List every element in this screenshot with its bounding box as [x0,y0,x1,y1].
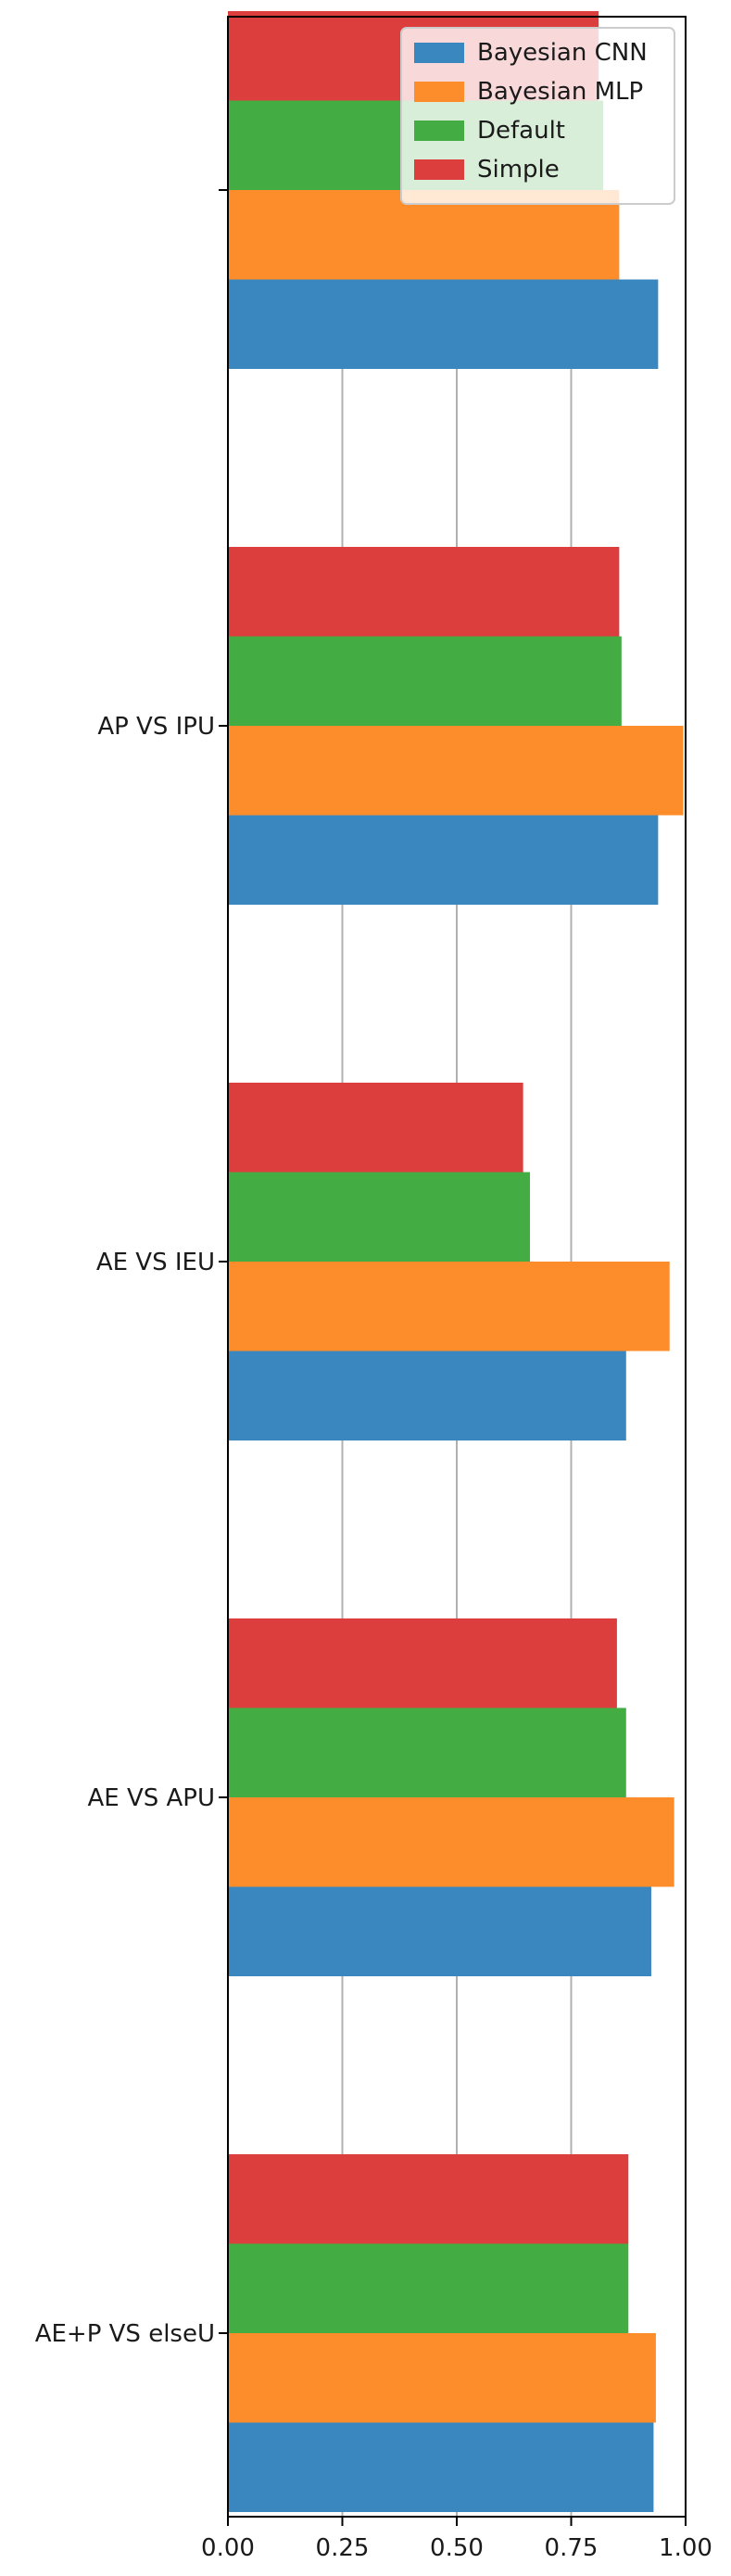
legend-label: Bayesian CNN [477,39,648,67]
x-axis: 0.00 0.25 0.50 0.75 1.00 [201,2517,712,2562]
legend-label: Default [477,117,565,145]
bar [228,815,659,905]
y-tick-label: AP VS IPU [97,713,215,741]
bar [228,1351,626,1440]
bar [228,2243,629,2333]
x-tick-label: 0.00 [201,2534,255,2562]
legend-box [400,27,675,205]
y-tick-label: AE VS IEU [96,1249,215,1276]
legend-swatch [414,121,464,141]
y-tick-label: AE+P VS elseU [35,2320,215,2348]
bar [228,190,620,280]
bar [228,726,684,816]
legend: Bayesian CNN Bayesian MLP Default Simple [400,27,675,205]
bars [228,11,684,2512]
bar [228,1707,626,1797]
x-tick-label: 0.75 [545,2534,599,2562]
bar [228,1886,651,1976]
legend-swatch [414,82,464,102]
bar [228,2422,654,2512]
bar [228,1262,670,1351]
bar [228,547,620,637]
legend-label: Bayesian MLP [477,78,643,106]
bar [228,1083,523,1173]
bar [228,1618,617,1708]
legend-swatch [414,159,464,180]
y-tick-label: AE VS APU [87,1784,215,1812]
y-axis: AE+P VS elseU AE VS APU AE VS IEU AP VS IPU [35,189,228,2348]
bar [228,1172,531,1262]
x-tick-label: 0.50 [430,2534,484,2562]
bar [228,2154,629,2244]
legend-swatch [414,43,464,63]
legend-label: Simple [477,156,560,184]
bar [228,2333,656,2423]
x-tick-label: 0.25 [316,2534,370,2562]
bar [228,636,622,726]
x-tick-label: 1.00 [659,2534,712,2562]
bar [228,279,659,369]
bar [228,1797,674,1887]
